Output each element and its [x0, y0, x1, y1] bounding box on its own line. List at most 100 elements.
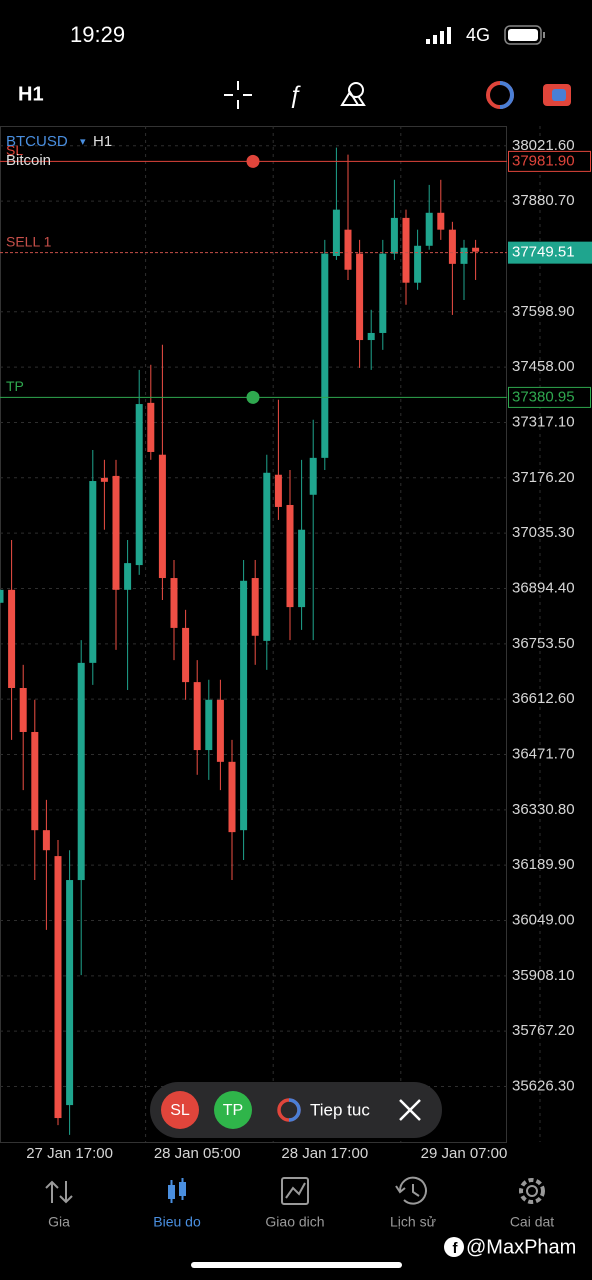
candle-body — [460, 247, 468, 264]
candle-body — [42, 830, 50, 851]
nav-icons — [45, 1176, 545, 1205]
candle-body — [77, 662, 85, 881]
sl-button[interactable] — [161, 1091, 199, 1129]
home-indicator — [191, 1262, 402, 1268]
price-lines: SL 37981.90 SELL 1 37749.51 TP 37380.95 — [0, 142, 592, 408]
candle-body — [158, 454, 166, 579]
candle-body — [135, 404, 143, 566]
y-tick-label: 35908.10 — [512, 967, 575, 984]
toolbar-timeframe[interactable]: H1 — [18, 83, 44, 105]
order-bar: SL TP Tiep tuc — [150, 1082, 442, 1138]
candle-body — [31, 731, 39, 831]
chart-timeframe: H1 — [93, 133, 112, 150]
close-button[interactable] — [399, 1099, 421, 1121]
y-tick-label: 37176.20 — [512, 469, 575, 486]
nav-item[interactable]: Giao dich — [265, 1214, 324, 1230]
price-line-handle — [246, 154, 260, 168]
candle-body — [19, 688, 27, 732]
tp-button-label[interactable]: TP — [223, 1102, 243, 1119]
price-box-label: 37380.95 — [512, 388, 575, 405]
candle-body — [100, 477, 108, 482]
tp-button[interactable] — [214, 1091, 252, 1129]
candle-body — [124, 563, 132, 590]
candle-body — [472, 247, 480, 252]
y-tick-label: 36330.80 — [512, 801, 575, 818]
y-tick-label: 37598.90 — [512, 303, 575, 320]
candle-body — [286, 504, 294, 608]
chart-instrument-name: Bitcoin — [6, 152, 51, 169]
sl-button-label[interactable]: SL — [170, 1102, 190, 1119]
candle-body — [321, 253, 329, 458]
candle-body — [8, 589, 16, 689]
y-tick-label: 36049.00 — [512, 911, 575, 928]
bottom-nav: Gia Bieu do Giao dich Lịch sử Cai dat — [48, 1214, 554, 1230]
grid — [0, 126, 541, 1142]
indicator-button[interactable]: ƒ — [288, 81, 301, 108]
candle-body — [182, 627, 190, 683]
candle-body — [379, 253, 387, 333]
candle-body — [390, 217, 398, 254]
candle-body — [437, 212, 445, 230]
y-tick-label: 36894.40 — [512, 579, 575, 596]
candle-body — [251, 578, 259, 636]
watermark: @MaxPham — [466, 1236, 576, 1258]
crosshair-button[interactable] — [224, 81, 252, 109]
nav-item[interactable]: Bieu do — [153, 1214, 201, 1230]
candle-body — [66, 880, 74, 1106]
plot — [0, 147, 480, 1135]
nav-item[interactable]: Gia — [48, 1214, 70, 1230]
y-tick-label: 37458.00 — [512, 358, 575, 375]
price-box — [508, 241, 592, 264]
y-tick-label: 35626.30 — [512, 1077, 575, 1094]
candle-body — [309, 457, 317, 495]
trade-mode-button[interactable] — [486, 81, 514, 109]
candle-body — [448, 229, 456, 264]
candle-body — [367, 332, 375, 341]
watermark-icon: f — [444, 1237, 464, 1257]
x-tick-label: 28 Jan 05:00 — [154, 1145, 241, 1162]
status-network: 4G — [466, 25, 490, 45]
y-tick-label: 36471.70 — [512, 745, 575, 762]
y-tick-label: 35767.20 — [512, 1022, 575, 1039]
candle-body — [240, 580, 248, 831]
price-box-label: 37749.51 — [512, 244, 575, 261]
candle-body — [332, 209, 340, 256]
candle-body — [274, 474, 282, 507]
y-tick-label: 37880.70 — [512, 192, 575, 209]
candle-body — [356, 253, 364, 341]
price-box — [508, 386, 591, 408]
continue-button[interactable]: Tiep tuc — [310, 1100, 370, 1119]
candle-body — [112, 475, 120, 590]
candle-body — [228, 761, 236, 833]
price-line-label: SL — [6, 142, 23, 158]
candle-body — [193, 682, 201, 751]
y-tick-label: 37317.10 — [512, 413, 575, 430]
price-box-label: 37981.90 — [512, 152, 575, 169]
objects-button[interactable] — [340, 82, 366, 106]
candle-body — [205, 699, 213, 751]
candle-body — [147, 402, 155, 452]
price-line-label: SELL 1 — [6, 233, 52, 249]
price-line-handle — [246, 390, 260, 404]
x-tick-label: 28 Jan 17:00 — [281, 1145, 368, 1162]
nav-item[interactable]: Cai dat — [510, 1214, 554, 1230]
status-time: 19:29 — [70, 22, 125, 47]
candle-body — [298, 529, 306, 608]
battery-icon — [504, 25, 545, 45]
x-tick-label: 27 Jan 17:00 — [26, 1145, 113, 1162]
candle-body — [263, 472, 271, 641]
signal-icon — [426, 27, 451, 44]
candle-body — [89, 481, 97, 663]
x-tick-label: 29 Jan 07:00 — [421, 1145, 508, 1162]
nav-item[interactable]: Lịch sử — [390, 1214, 436, 1230]
chart-timeframe-marker: ▾ — [80, 136, 86, 148]
candle-body — [344, 229, 352, 270]
chart-frame — [0, 126, 507, 1143]
price-box — [508, 150, 591, 172]
y-tick-label: 37035.30 — [512, 524, 575, 541]
candle-body — [425, 212, 433, 246]
account-button[interactable] — [543, 84, 571, 106]
candle-body — [216, 699, 224, 762]
